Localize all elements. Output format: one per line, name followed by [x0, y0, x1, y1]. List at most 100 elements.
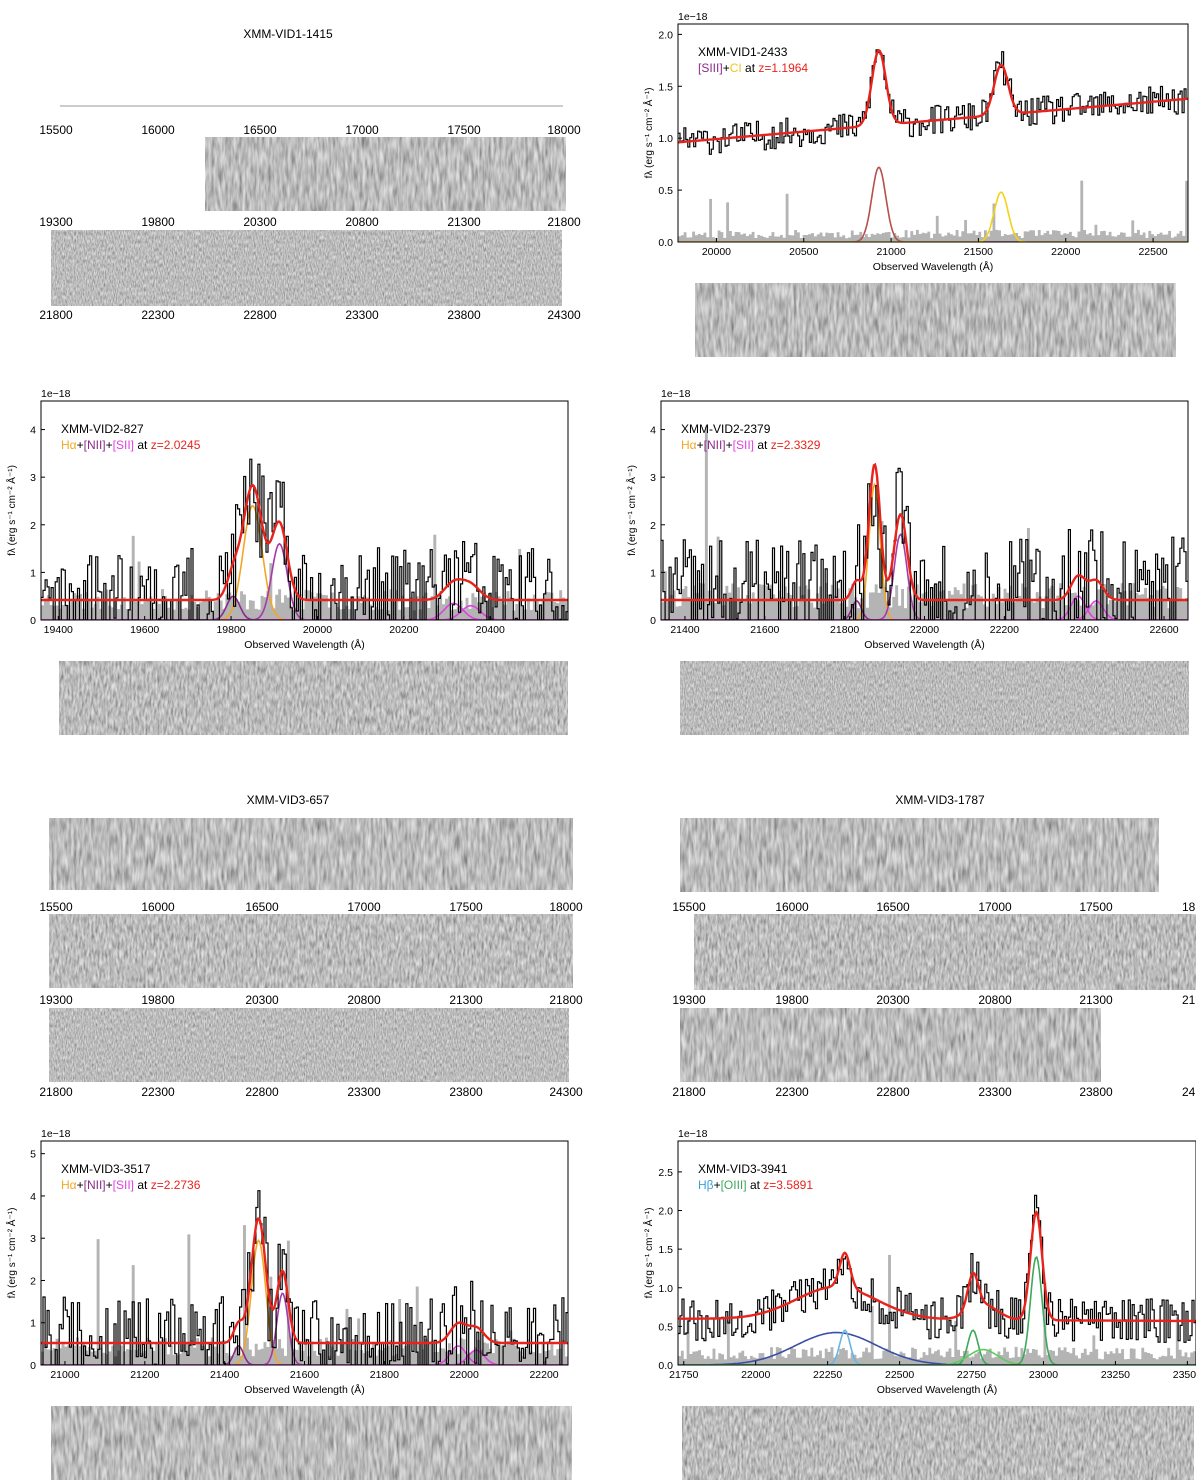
tick-label: 15500 [39, 123, 73, 137]
tick-label: 23300 [347, 1085, 381, 1099]
x-tick-label: 21400 [210, 1369, 239, 1381]
y-tick-label: 4 [650, 425, 656, 437]
tick-label: 21800 [549, 993, 583, 1007]
spectrum-2d-strip [205, 137, 566, 211]
y-axis-label: fλ (erg s⁻¹ cm⁻² Å⁻¹) [642, 1208, 655, 1299]
x-tick-label: 19400 [44, 624, 73, 636]
tick-label: 19300 [39, 993, 73, 1007]
line-label-part: Hα [61, 1178, 77, 1192]
x-tick-label: 20400 [476, 624, 505, 636]
tick-row-2: 19300 19800 20300 20800 21300 21800 [39, 215, 581, 229]
line-label-part: at [134, 1178, 151, 1192]
spectrum-2d-strip [59, 661, 568, 735]
tick-label: 21800 [672, 1085, 706, 1099]
tick-row-1: 15500 16000 16500 17000 17500 18000 [39, 123, 581, 137]
line-label-part: z=3.5891 [763, 1178, 813, 1192]
y-tick-label: 0 [650, 615, 656, 627]
panel-vid1-1415: XMM-VID1-1415 15500 16000 16500 17000 17… [39, 27, 581, 322]
tick-row-3: 21800 22300 22800 23300 23800 24300 [39, 308, 581, 322]
spectrum-2d-strip [49, 818, 573, 890]
tick-label: 19800 [775, 993, 809, 1007]
x-tick-label: 22000 [450, 1369, 479, 1381]
x-tick-label: 19600 [130, 624, 159, 636]
object-name: XMM-VID2-827 [61, 422, 144, 436]
spectrum-2d-strip [49, 914, 573, 988]
y-tick-label: 0.5 [658, 185, 673, 197]
tick-label: 15500 [672, 900, 706, 914]
panel-title: XMM-VID3-657 [247, 793, 330, 807]
y-axis-label: fλ (erg s⁻¹ cm⁻² Å⁻¹) [5, 465, 18, 556]
y-axis-label: fλ (erg s⁻¹ cm⁻² Å⁻¹) [625, 465, 638, 556]
axis-exponent: 1e−18 [678, 1128, 708, 1140]
plot-area [678, 48, 1188, 242]
line-component [41, 1349, 568, 1365]
tick-label: 21300 [447, 215, 481, 229]
line-component [661, 600, 1188, 620]
line-component [678, 166, 1188, 242]
axis-exponent: 1e−18 [41, 388, 71, 400]
model-fit [41, 1217, 568, 1345]
model-fit [661, 462, 1188, 602]
line-label-part: Hα [61, 438, 77, 452]
x-tick-label: 22200 [529, 1369, 558, 1381]
x-tick-label: 20000 [702, 246, 731, 258]
spectrum-2d-strip [680, 818, 1159, 892]
tick-label: 20300 [876, 993, 910, 1007]
line-label: Hα+[NII]+[SII] at z=2.3329 [681, 438, 821, 452]
y-tick-label: 3 [30, 472, 36, 484]
line-label-part: [NII] [84, 438, 106, 452]
line-label-part: Hβ [698, 1178, 714, 1192]
y-tick-label: 5 [30, 1149, 36, 1161]
y-tick-label: 1.0 [658, 133, 673, 145]
x-tick-label: 22600 [1149, 624, 1178, 636]
panel-vid3-1787: XMM-VID3-1787 15500 16000 16500 17000 17… [672, 793, 1196, 1099]
model-fit [41, 483, 568, 602]
tick-label: 17500 [1079, 900, 1113, 914]
line-label-part: + [723, 61, 730, 75]
line-label-part: at [742, 61, 759, 75]
x-tick-label: 21800 [370, 1369, 399, 1381]
y-tick-label: 4 [30, 425, 36, 437]
x-axis-label: Observed Wavelength (Å) [877, 1383, 997, 1396]
spectrum-panel-vid2-2379: 21400 21600 21800 22000 22200 22400 22600 0 1 2 3 4… [625, 388, 1189, 735]
line-component [678, 1331, 1196, 1365]
spectrum-2d-strip [682, 1406, 1194, 1480]
tick-label: 16000 [141, 123, 175, 137]
object-name: XMM-VID1-2433 [698, 45, 788, 59]
x-tick-label: 19800 [216, 624, 245, 636]
tick-label: 23300 [345, 308, 379, 322]
y-tick-label: 0 [30, 615, 36, 627]
x-tick-label: 22000 [741, 1369, 770, 1381]
tick-label: 20800 [345, 215, 379, 229]
line-label-part: at [134, 438, 151, 452]
spectrum-panel-vid1-2433: 20000 20500 21000 21500 22000 22500 0.0 0.5 1.0 1… [642, 11, 1189, 357]
x-tick-label: 21800 [830, 624, 859, 636]
line-label: Hβ+[OIII] at z=3.5891 [698, 1178, 813, 1192]
x-tick-label: 22400 [1070, 624, 1099, 636]
spectrum-2d-strip [680, 661, 1189, 735]
spectrum-panel-vid3-3517: 21000 21200 21400 21600 21800 22000 22200 0 1 2 3 4… [5, 1128, 572, 1480]
tick-label: 23800 [447, 308, 481, 322]
x-tick-label: 21000 [876, 246, 905, 258]
spectrum-2d-strip [695, 283, 1176, 357]
y-tick-label: 2 [650, 520, 656, 532]
line-label-part: + [77, 438, 84, 452]
spectrum-plots: 20000 20500 21000 21500 22000 225000.00.51.01… [5, 11, 1196, 1480]
tick-row-2: 19300 19800 20300 20800 21300 21 [672, 993, 1195, 1007]
spectrum-2d-strip [694, 914, 1196, 990]
line-label-part: z=2.3329 [771, 438, 821, 452]
line-label-part: [SII] [113, 438, 134, 452]
tick-row-3: 21800 22300 22800 23300 23800 24300 [39, 1085, 583, 1099]
tick-label: 24 [1182, 1085, 1196, 1099]
line-label-part: + [106, 438, 113, 452]
tick-label: 22800 [876, 1085, 910, 1099]
line-label-part: [SII] [113, 1178, 134, 1192]
axes-frame [677, 1140, 1196, 1366]
tick-row-2: 19300 19800 20300 20800 21300 21800 [39, 993, 583, 1007]
x-tick-label: 20500 [789, 246, 818, 258]
tick-label: 21800 [39, 1085, 73, 1099]
tick-label: 16000 [141, 900, 175, 914]
line-label-part: [OIII] [721, 1178, 747, 1192]
line-label-part: [SIII] [698, 61, 723, 75]
